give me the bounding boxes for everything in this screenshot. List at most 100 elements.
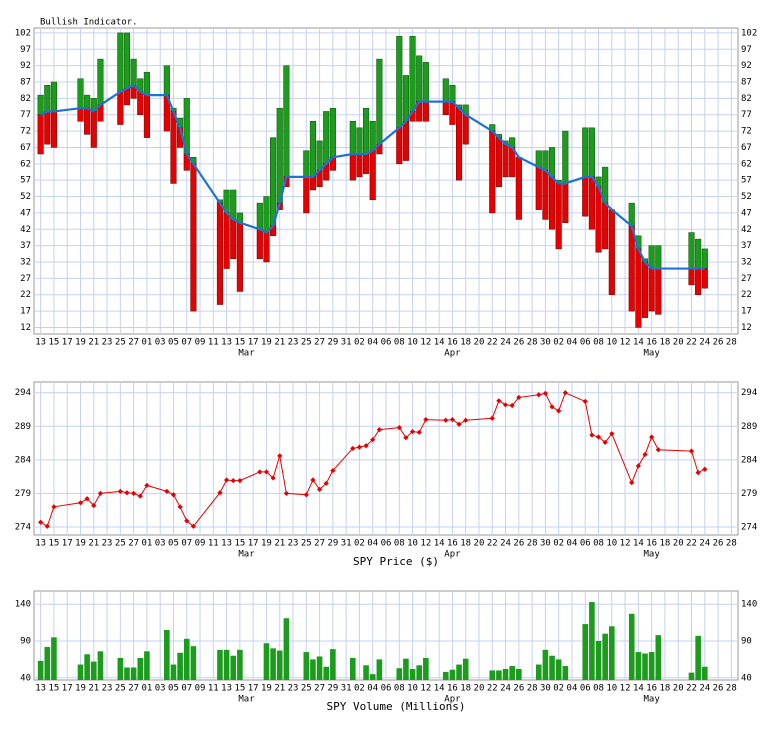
bar-up <box>130 58 137 86</box>
price-marker <box>217 490 223 496</box>
x-tick-label: 05 <box>168 338 179 348</box>
volume-bar <box>695 635 701 680</box>
volume-bar <box>330 649 336 680</box>
price-marker <box>582 398 588 405</box>
price-marker <box>635 463 641 469</box>
x-tick-label: 22 <box>487 338 498 348</box>
x-tick-label: 10 <box>606 338 617 348</box>
x-tick-label: 04 <box>567 684 578 694</box>
bar-down <box>137 91 144 115</box>
x-tick-label: 18 <box>660 338 671 348</box>
x-tick-label: 19 <box>75 684 86 694</box>
x-tick-label: 03 <box>155 539 166 549</box>
y-tick-label: 90 <box>20 637 31 647</box>
price-marker <box>629 480 635 486</box>
price-marker <box>38 519 44 525</box>
x-tick-label: 21 <box>274 539 285 549</box>
price-marker <box>649 434 655 440</box>
x-tick-label: 24 <box>699 539 710 549</box>
bar-down <box>263 232 270 263</box>
volume-bar <box>230 655 237 680</box>
bar-up <box>402 75 409 122</box>
volume-bar <box>602 633 608 680</box>
x-tick-label: 25 <box>115 684 126 694</box>
bar-down <box>688 268 695 286</box>
price-marker <box>589 432 595 438</box>
price-marker <box>224 477 230 483</box>
bar-down <box>349 153 356 181</box>
price-marker <box>489 415 495 421</box>
bar-up <box>97 58 104 106</box>
x-tick-label: 30 <box>540 539 551 549</box>
x-tick-label: 12 <box>620 338 631 348</box>
bar-up <box>695 238 702 269</box>
y-tick-label: 102 <box>15 28 31 38</box>
bar-down <box>77 107 84 122</box>
bar-down <box>648 268 655 312</box>
price-marker <box>184 518 190 524</box>
bar-up <box>542 150 549 171</box>
price-marker <box>270 475 276 481</box>
x-tick-label: 17 <box>248 684 259 694</box>
x-tick-label: 28 <box>726 338 737 348</box>
volume-bar <box>701 666 708 680</box>
price-marker <box>376 427 382 433</box>
y-tick-label-right: 274 <box>741 522 757 532</box>
bar-up <box>422 62 429 102</box>
bar-down <box>50 111 57 148</box>
x-tick-label: 04 <box>567 539 578 549</box>
x-tick-label: 08 <box>593 338 604 348</box>
x-tick-label: 08 <box>394 684 405 694</box>
y-tick-label: 57 <box>20 176 31 186</box>
x-tick-label: 28 <box>726 539 737 549</box>
y-tick-label-right: 12 <box>741 323 752 333</box>
x-tick-label: 06 <box>580 539 591 549</box>
bar-down <box>402 121 409 161</box>
bar-down <box>542 170 549 220</box>
x-tick-label: 24 <box>699 684 710 694</box>
price-marker <box>323 480 329 486</box>
x-tick-label: 12 <box>420 338 431 348</box>
price-marker <box>283 490 289 496</box>
y-tick-label-right: 82 <box>741 94 752 104</box>
x-tick-label: 19 <box>261 684 272 694</box>
price-marker <box>443 417 449 423</box>
bar-down <box>309 176 316 191</box>
x-tick-label: 04 <box>367 338 378 348</box>
bar-up <box>283 65 290 178</box>
bar-up <box>409 35 416 112</box>
x-tick-label: 15 <box>234 684 245 694</box>
x-tick-label: 31 <box>341 539 352 549</box>
volume-bar <box>190 646 197 680</box>
y-tick-label: 17 <box>20 307 31 317</box>
y-tick-label: 40 <box>20 673 31 683</box>
price-marker <box>496 398 502 404</box>
bar-down <box>190 163 197 312</box>
x-tick-label: 04 <box>567 338 578 348</box>
bar-up <box>323 111 330 165</box>
y-tick-label-right: 57 <box>741 176 752 186</box>
bar-down <box>502 143 509 178</box>
y-tick-label: 42 <box>20 225 31 235</box>
x-tick-label: 20 <box>673 338 684 348</box>
bar-down <box>515 157 522 220</box>
x-tick-label: 08 <box>593 684 604 694</box>
price-marker <box>695 469 701 476</box>
y-tick-label: 47 <box>20 208 31 218</box>
x-tick-label: 10 <box>407 338 418 348</box>
x-tick-label: 23 <box>288 684 299 694</box>
y-tick-label-right: 102 <box>741 28 757 38</box>
x-tick-label: 26 <box>513 539 524 549</box>
x-tick-label: 28 <box>527 684 538 694</box>
y-tick-label: 12 <box>20 323 31 333</box>
bar-down <box>555 183 562 250</box>
month-label: Apr <box>444 550 461 560</box>
x-tick-label: 21 <box>88 338 99 348</box>
x-tick-label: 10 <box>606 684 617 694</box>
volume-bar <box>164 629 170 680</box>
x-tick-label: 16 <box>646 338 657 348</box>
bar-up <box>276 107 283 204</box>
bar-up <box>562 130 569 184</box>
x-tick-label: 31 <box>341 684 352 694</box>
x-tick-label: 09 <box>195 539 206 549</box>
